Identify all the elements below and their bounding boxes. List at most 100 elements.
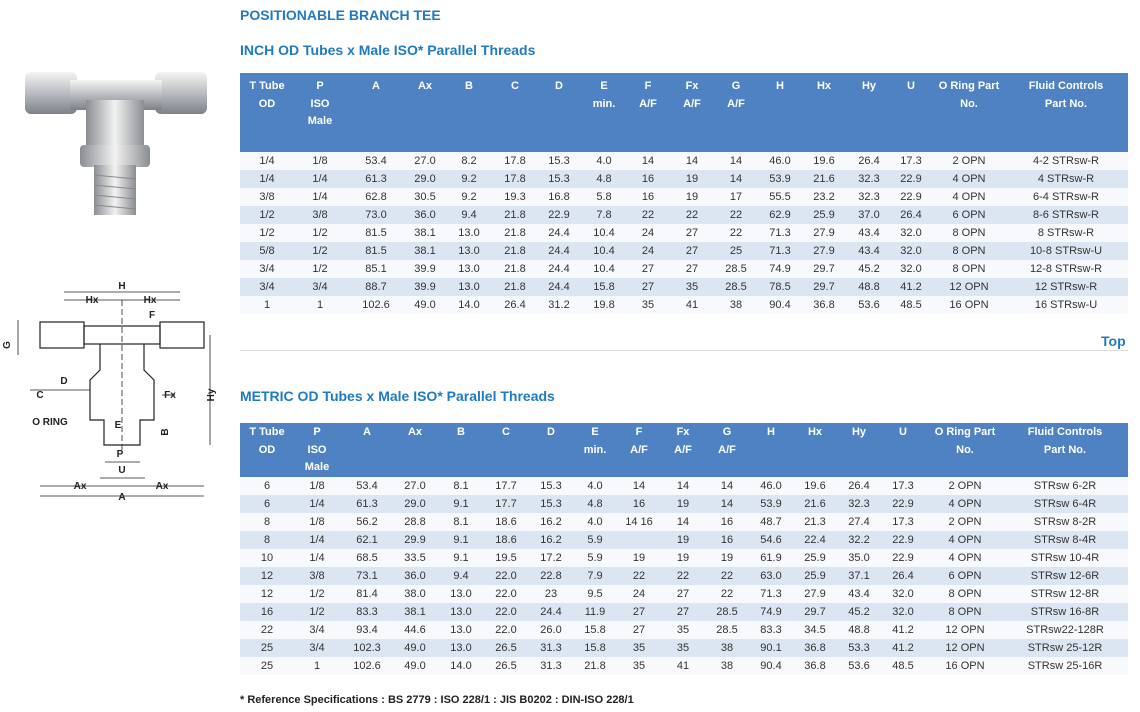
table-cell: 8 OPN	[952, 227, 986, 239]
table-cell: 21.3	[804, 516, 826, 528]
table-cell: 22	[720, 570, 734, 582]
table-cell: 27.9	[813, 245, 835, 257]
table-cell: 27	[632, 624, 646, 636]
table-cell: 5.8	[596, 191, 612, 203]
table-cell: 17.8	[504, 173, 526, 185]
table-cell: 48.7	[760, 516, 782, 528]
table-cell: 4 OPN	[952, 191, 986, 203]
table-row	[240, 657, 1128, 675]
table-cell: 33.5	[404, 552, 426, 564]
table-cell: 26.4	[900, 209, 922, 221]
table-cell: 22	[641, 209, 655, 221]
table-cell: 1/4	[309, 498, 325, 510]
table-cell: 74.9	[760, 606, 782, 618]
table-cell: 35	[641, 299, 655, 311]
table-cell: 22	[260, 624, 274, 636]
table-cell: 36.0	[414, 209, 436, 221]
table-cell: 35	[632, 660, 646, 672]
table-cell: 53.6	[858, 299, 880, 311]
table-cell: 35	[676, 624, 690, 636]
table-cell: 3/8	[259, 191, 275, 203]
table-cell: 14	[685, 155, 699, 167]
table-cell: 22	[720, 588, 734, 600]
header-cell: A/F	[639, 97, 657, 110]
table-cell: 27.4	[848, 516, 870, 528]
header-cell: C	[502, 426, 510, 438]
table-cell: 90.1	[760, 642, 782, 654]
table-cell: 90.4	[760, 660, 782, 672]
table-cell: 4.0	[596, 155, 612, 167]
header-cell: H	[776, 80, 784, 92]
table-cell: STRsw22-128R	[1026, 624, 1104, 636]
table-cell: 38.0	[404, 588, 426, 600]
table-cell: 19	[632, 552, 646, 564]
table-cell: 25.9	[804, 552, 826, 564]
header-cell: Hx	[807, 426, 823, 438]
table-cell: 21.6	[804, 498, 826, 510]
table-cell: 6 OPN	[952, 209, 986, 221]
table-cell: 4 OPN	[948, 534, 982, 546]
table-cell: 15.8	[584, 642, 606, 654]
table-cell: 12 OPN	[949, 281, 989, 293]
dimension-label: Hx	[144, 295, 157, 306]
table-cell: 16	[720, 516, 734, 528]
table-cell: 17.7	[495, 480, 517, 492]
table-cell: 27.0	[414, 155, 436, 167]
table-cell: 16 STRsw-U	[1034, 299, 1098, 311]
table-cell: 13.0	[450, 642, 472, 654]
table-cell: 34.5	[804, 624, 826, 636]
table-cell: 15.8	[584, 624, 606, 636]
dimension-label: Ax	[156, 481, 169, 492]
table-cell: 4.0	[587, 516, 603, 528]
table-cell: 43.4	[858, 245, 880, 257]
table-cell: 8 OPN	[948, 588, 982, 600]
table-cell: 22.8	[540, 570, 562, 582]
table-row	[240, 495, 1128, 513]
header-cell: A	[363, 426, 371, 438]
header-cell: Fluid Controls	[1028, 80, 1104, 92]
table-cell: 29.7	[813, 281, 835, 293]
table-row	[240, 152, 1128, 170]
table-cell: 4-2 STRsw-R	[1032, 155, 1100, 167]
table-cell: 14	[729, 155, 743, 167]
table-row	[240, 513, 1128, 531]
table-cell: 1/4	[309, 534, 325, 546]
table-cell: 30.5	[414, 191, 436, 203]
table-cell: 12 OPN	[945, 642, 985, 654]
illustrations: H Hx Hx F G D C O RING Fx Hy E B PU Ax Ax A	[2, 72, 217, 503]
table-cell: 53.9	[760, 498, 782, 510]
top-link[interactable]: Top	[1101, 333, 1126, 349]
table-cell: 17.3	[892, 516, 914, 528]
table-cell: 9.2	[461, 173, 477, 185]
header-cell: E	[600, 80, 608, 92]
header-cell: O Ring Part	[934, 426, 996, 438]
table-cell: 19.6	[813, 155, 835, 167]
table-cell: 62.8	[365, 191, 387, 203]
table-cell: 27.9	[813, 227, 835, 239]
header-cell: Ax	[417, 80, 433, 92]
table-cell: 62.9	[769, 209, 791, 221]
table-cell: 8	[263, 516, 271, 528]
table-cell: 16.2	[540, 534, 562, 546]
table-cell: 16	[260, 606, 274, 618]
table-cell: 1/4	[309, 552, 325, 564]
header-cell: OD	[258, 443, 276, 456]
table-cell: 25.9	[804, 570, 826, 582]
table-cell: 32.0	[900, 245, 922, 257]
table-cell: 22.9	[892, 498, 914, 510]
table-cell: 22.9	[900, 173, 922, 185]
table-cell: 4 STRsw-R	[1037, 173, 1095, 185]
table-cell: 48.8	[858, 281, 880, 293]
table-cell: 4.8	[596, 173, 612, 185]
table-cell: 1/4	[259, 173, 275, 185]
table-cell: 19	[685, 173, 699, 185]
table-row	[240, 639, 1128, 657]
table-row	[240, 296, 1128, 314]
table-cell: 21.8	[504, 209, 526, 221]
header-cell: Male	[304, 461, 330, 473]
table-cell: 63.0	[760, 570, 782, 582]
dimension-label: F	[149, 310, 155, 321]
table-cell: 53.4	[356, 480, 378, 492]
table-cell: 1/8	[309, 516, 325, 528]
header-cell: D	[547, 426, 555, 438]
